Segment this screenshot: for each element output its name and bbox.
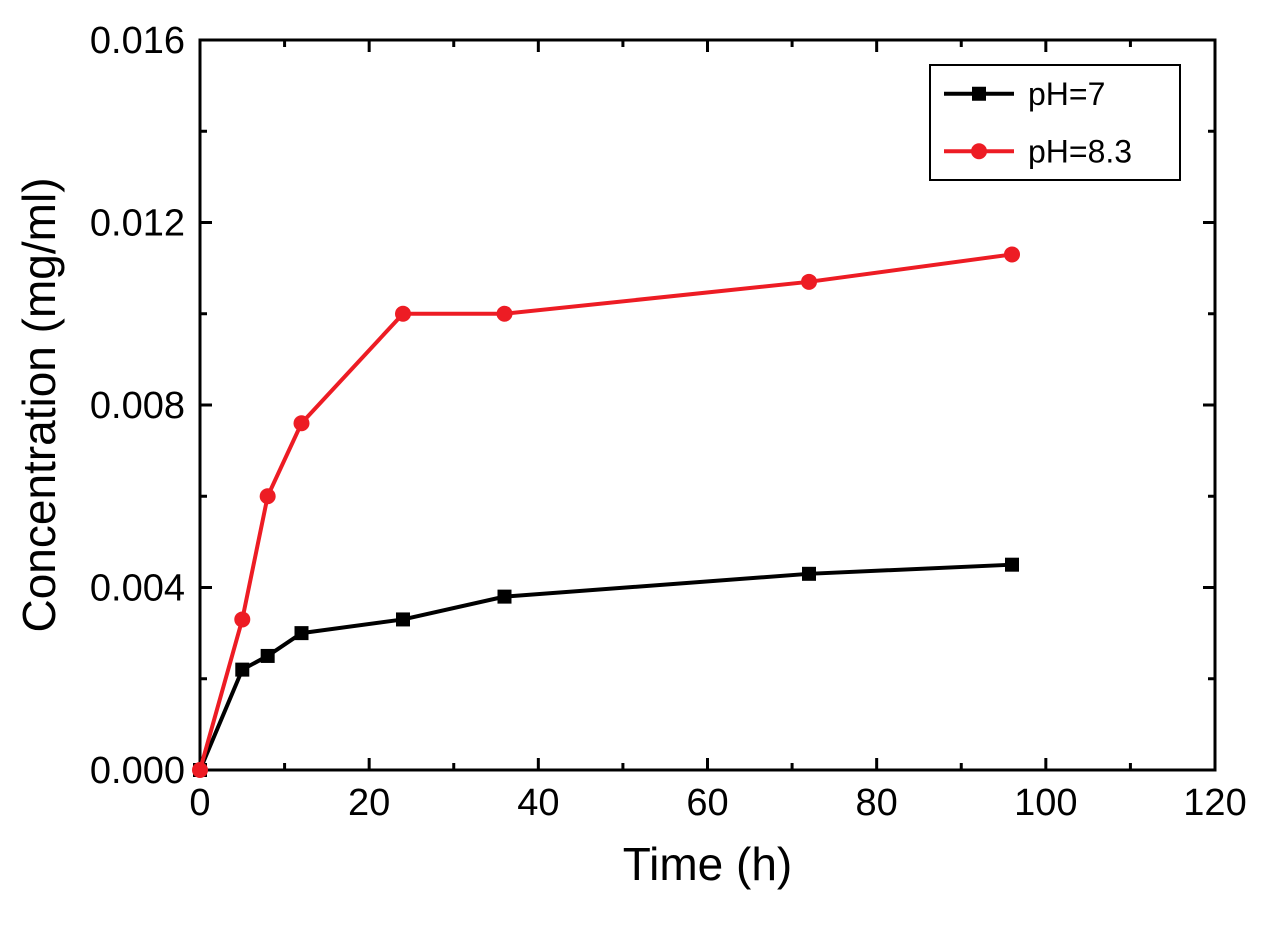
y-tick-label: 0.016 [90,20,185,62]
x-tick-label: 80 [856,782,898,824]
y-axis-title: Concentration (mg/ml) [13,177,65,632]
line-chart: 0 20 40 60 80 100 120 0.000 0.004 0.008 0.012 0.016… [0,0,1264,928]
y-tick-label: 0.008 [90,385,185,427]
chart-container: 0 20 40 60 80 100 120 0.000 0.004 0.008 0.012 0.016… [0,0,1264,928]
x-tick-label: 0 [189,782,210,824]
x-tick-label: 120 [1183,782,1246,824]
x-tick-label: 20 [348,782,390,824]
y-tick-label: 0.004 [90,568,185,610]
legend-item-label: pH=7 [1028,76,1105,112]
legend-item-label: pH=8.3 [1028,133,1132,169]
x-axis-title: Time (h) [623,838,793,890]
legend: pH=7 pH=8.3 [930,65,1180,180]
y-tick-label: 0.000 [90,750,185,792]
y-tick-label: 0.012 [90,203,185,245]
x-tick-label: 100 [1014,782,1077,824]
x-tick-label: 40 [517,782,559,824]
x-tick-label: 60 [686,782,728,824]
